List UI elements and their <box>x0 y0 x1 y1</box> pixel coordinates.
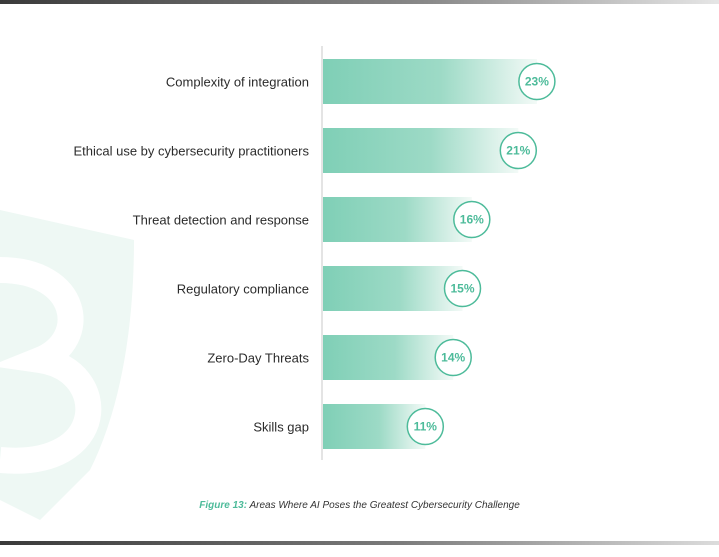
bottom-rule <box>0 541 719 545</box>
category-label: Ethical use by cybersecurity practitione… <box>73 144 309 159</box>
bar-0 <box>323 59 537 104</box>
figure-label: Figure 13: <box>199 500 248 511</box>
category-label: Skills gap <box>253 420 309 435</box>
value-badge <box>443 269 482 308</box>
value-badge <box>518 62 556 101</box>
value-label: 11% <box>414 420 438 434</box>
category-label: Regulatory compliance <box>177 282 309 297</box>
value-label: 15% <box>450 282 474 296</box>
value-label: 14% <box>441 351 465 365</box>
figure-title: Areas Where AI Poses the Greatest Cybers… <box>249 500 520 511</box>
bar-2 <box>323 197 472 242</box>
brand-shield-watermark-icon <box>0 210 134 520</box>
value-label: 23% <box>525 75 549 89</box>
category-label: Zero-Day Threats <box>207 351 309 366</box>
bar-3 <box>323 266 463 311</box>
category-label: Complexity of integration <box>166 75 309 90</box>
value-label: 16% <box>460 213 484 227</box>
figure-caption: Figure 13: Areas Where AI Poses the Grea… <box>0 500 719 511</box>
value-badge <box>406 407 445 446</box>
bar-4 <box>323 335 454 380</box>
value-badge <box>453 200 491 239</box>
category-label: Threat detection and response <box>133 213 309 228</box>
value-badge <box>499 131 538 170</box>
top-rule <box>0 0 719 4</box>
value-label: 21% <box>506 144 530 158</box>
value-badge <box>434 338 472 377</box>
bar-1 <box>323 128 519 173</box>
